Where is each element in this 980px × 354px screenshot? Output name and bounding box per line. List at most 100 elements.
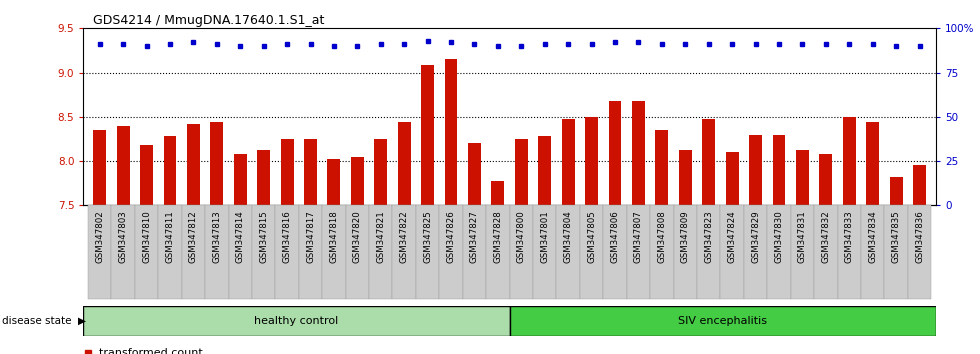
Text: GSM347824: GSM347824 [727, 210, 737, 263]
Bar [112, 205, 135, 299]
Bar [117, 126, 129, 205]
Text: GSM347827: GSM347827 [470, 210, 479, 263]
Text: healthy control: healthy control [255, 316, 338, 326]
Bar [327, 159, 340, 205]
Bar [346, 205, 369, 299]
Bar [772, 135, 785, 205]
Bar [767, 205, 791, 299]
Bar [819, 154, 832, 205]
Text: GSM347810: GSM347810 [142, 210, 151, 263]
Bar [510, 205, 533, 299]
Bar [562, 119, 574, 205]
Text: transformed count: transformed count [99, 348, 203, 354]
Bar [861, 205, 884, 299]
Text: GSM347812: GSM347812 [189, 210, 198, 263]
Bar [234, 154, 247, 205]
Text: GSM347816: GSM347816 [282, 210, 292, 263]
Bar [609, 101, 621, 205]
Text: GSM347811: GSM347811 [166, 210, 174, 263]
Bar [228, 205, 252, 299]
Text: GDS4214 / MmugDNA.17640.1.S1_at: GDS4214 / MmugDNA.17640.1.S1_at [93, 14, 324, 27]
Text: GSM347815: GSM347815 [259, 210, 269, 263]
Text: GSM347804: GSM347804 [564, 210, 572, 263]
Text: GSM347826: GSM347826 [447, 210, 456, 263]
Bar [135, 205, 158, 299]
Text: GSM347836: GSM347836 [915, 210, 924, 263]
Text: GSM347814: GSM347814 [236, 210, 245, 263]
Text: GSM347823: GSM347823 [705, 210, 713, 263]
Bar [744, 205, 767, 299]
Text: GSM347835: GSM347835 [892, 210, 901, 263]
Bar [187, 124, 200, 205]
Bar [632, 101, 645, 205]
Bar [650, 205, 673, 299]
Bar [164, 136, 176, 205]
Bar [140, 145, 153, 205]
Bar [580, 205, 604, 299]
Bar [533, 205, 557, 299]
Bar [656, 130, 668, 205]
Bar [158, 205, 181, 299]
Bar [913, 165, 926, 205]
Bar [838, 205, 861, 299]
Bar [866, 122, 879, 205]
Text: GSM347832: GSM347832 [821, 210, 830, 263]
Text: GSM347834: GSM347834 [868, 210, 877, 263]
Bar [538, 136, 551, 205]
Text: GSM347807: GSM347807 [634, 210, 643, 263]
Bar [749, 135, 762, 205]
Bar [697, 205, 720, 299]
Bar [374, 139, 387, 205]
Bar [205, 205, 228, 299]
Bar [884, 205, 907, 299]
Text: GSM347828: GSM347828 [493, 210, 503, 263]
Text: GSM347817: GSM347817 [306, 210, 315, 263]
Text: GSM347809: GSM347809 [681, 210, 690, 263]
Bar [439, 205, 463, 299]
Bar [627, 205, 650, 299]
Bar [791, 205, 814, 299]
Bar [468, 143, 481, 205]
Bar [275, 205, 299, 299]
Bar [703, 119, 715, 205]
Bar [252, 205, 275, 299]
Text: GSM347829: GSM347829 [751, 210, 760, 263]
Text: GSM347821: GSM347821 [376, 210, 385, 263]
Text: GSM347802: GSM347802 [95, 210, 104, 263]
Bar [890, 177, 903, 205]
Text: GSM347830: GSM347830 [774, 210, 783, 263]
Bar [679, 149, 692, 205]
Text: GSM347808: GSM347808 [658, 210, 666, 263]
Text: GSM347801: GSM347801 [540, 210, 549, 263]
Bar [486, 205, 510, 299]
Bar [88, 205, 112, 299]
Bar [304, 139, 317, 205]
Bar [843, 117, 856, 205]
Text: GSM347818: GSM347818 [329, 210, 338, 263]
Bar [907, 205, 931, 299]
Text: GSM347825: GSM347825 [423, 210, 432, 263]
Bar [257, 150, 270, 205]
Bar [557, 205, 580, 299]
Bar [322, 205, 346, 299]
Bar [83, 306, 510, 336]
Bar [181, 205, 205, 299]
Bar [725, 152, 739, 205]
Text: GSM347805: GSM347805 [587, 210, 596, 263]
Bar [673, 205, 697, 299]
Text: GSM347831: GSM347831 [798, 210, 807, 263]
Bar [604, 205, 627, 299]
Bar [510, 306, 936, 336]
Bar [463, 205, 486, 299]
Bar [491, 181, 505, 205]
Text: GSM347833: GSM347833 [845, 210, 854, 263]
Bar [416, 205, 439, 299]
Text: disease state  ▶: disease state ▶ [2, 316, 86, 326]
Text: GSM347806: GSM347806 [611, 210, 619, 263]
Bar [351, 156, 364, 205]
Bar [369, 205, 392, 299]
Bar [421, 65, 434, 205]
Bar [720, 205, 744, 299]
Text: GSM347803: GSM347803 [119, 210, 127, 263]
Bar [796, 149, 808, 205]
